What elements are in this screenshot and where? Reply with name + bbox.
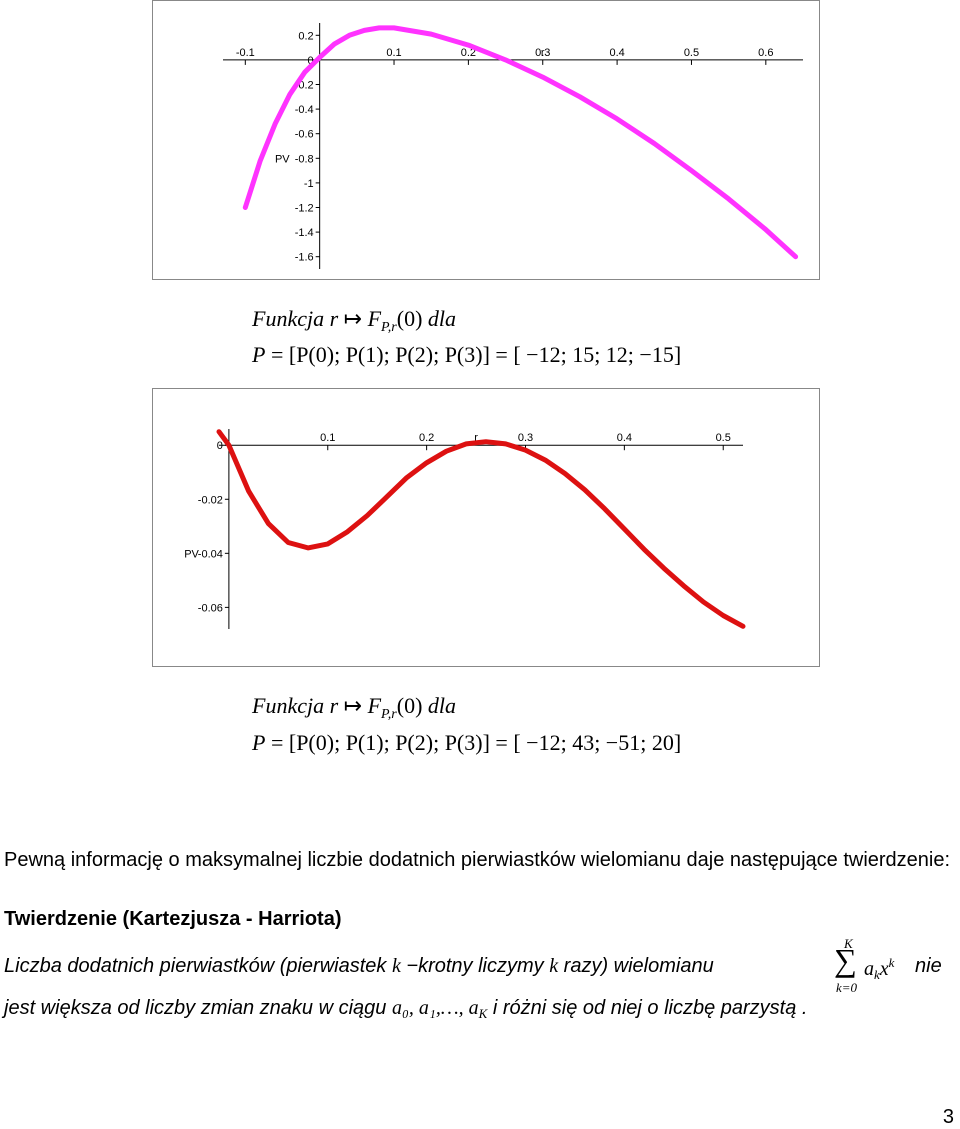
x-tick-label: 0.1 [386,47,401,59]
sum-expression: K ∑ k=0 [834,936,858,995]
formula-1-line-1: Funkcja r ↦ FP,r(0) dla [252,306,457,335]
formula-2-line-1: Funkcja r ↦ FP,r(0) dla [252,693,457,722]
x-tick-label: 0.3 [535,47,550,59]
x-tick-label: 0.3 [518,432,533,444]
page-number: 3 [942,1106,954,1128]
y-axis-label: PV [184,548,199,560]
plot-1: -0.1 0.1 0.2 0.3 0.4 0.5 0.6 0.2 0 -0.2 -0.4 -0.6 -0… [152,0,820,280]
y-tick-label: -0.04 [198,548,223,560]
x-tick-label: 0.4 [617,432,632,444]
y-tick-label: -1 [304,178,314,190]
formula-2-line-2: P = [P(0); P(1); P(2); P(3)] = [ −12; 43… [252,730,682,755]
data-series-line [216,429,746,629]
y-tick-label: 0 [308,55,314,67]
plot-1-svg: -0.1 0.1 0.2 0.3 0.4 0.5 0.60.20-0.2-0.4-0.6-0… [223,23,803,269]
x-axis-label: r [541,47,545,59]
y-tick-label: -0.02 [198,494,223,506]
sum-term: akxk [864,955,895,982]
x-tick-label: -0.1 [236,47,255,59]
x-tick-label: 0.2 [419,432,434,444]
y-tick-label: -1.6 [295,252,314,264]
y-tick-label: -0.8 [295,153,314,165]
y-axis-label: PV [275,153,290,165]
plot-2: 0.1 0.2 0.3 0.4 0.5 0 -0.02 -0.04 -0.06 r PV [152,388,820,667]
y-tick-label: 0 [217,440,223,452]
x-tick-label: 0.6 [758,47,773,59]
theorem-title: Twierdzenie (Kartezjusza - Harriota) [4,908,342,930]
intro-paragraph: Pewną informację o maksymalnej liczbie d… [4,849,951,871]
x-tick-label: 0.4 [609,47,624,59]
plot-2-svg: 0.1 0.2 0.3 0.4 0.5 0 -0.02 -0.04 -0.06 r PV [184,429,746,629]
y-tick-label: 0.2 [298,30,313,42]
x-tick-label: 0.5 [716,432,731,444]
theorem-line-2: jest większa od liczby zmian znaku w cią… [4,997,808,1021]
y-tick-label: -1.2 [295,203,314,215]
y-tick-label: -0.06 [198,602,223,614]
theorem-line-1: Liczba dodatnich pierwiastków (pierwiast… [4,955,714,977]
data-series-line [242,25,799,260]
x-tick-label: 0.2 [461,47,476,59]
x-tick-label: 0.1 [320,432,335,444]
y-tick-label: -0.4 [295,104,314,116]
y-tick-label: -1.4 [295,227,314,239]
sum-symbol: ∑ [834,942,857,978]
x-tick-label: 0.5 [684,47,699,59]
x-axis-label: r [474,432,478,444]
formula-1-line-2: P = [P(0); P(1); P(2); P(3)] = [ −12; 15… [252,342,682,367]
theorem-line-1-end: nie [915,955,942,977]
y-tick-label: -0.6 [295,129,314,141]
